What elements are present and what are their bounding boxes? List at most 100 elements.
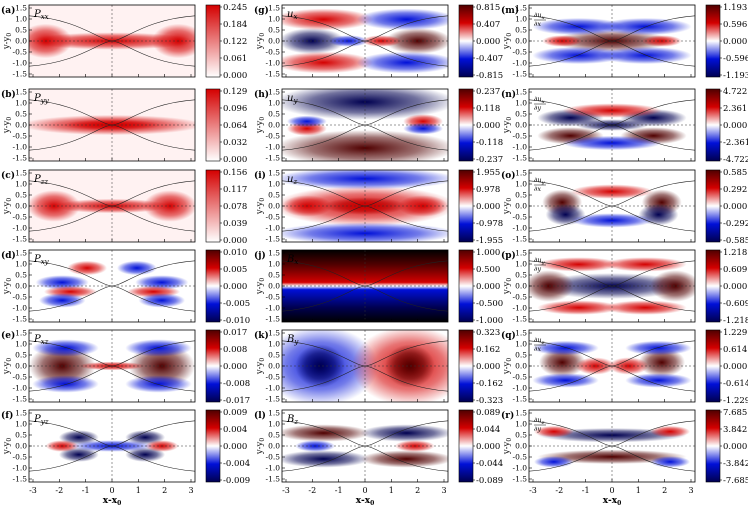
colorbar-tick-label: 3.842 (723, 425, 747, 435)
colorbar-tick-label: 0.000 (476, 202, 500, 212)
field-blob (603, 300, 687, 315)
y-tick-label: -0.5 (266, 213, 281, 222)
panel-letter: (l) (254, 410, 266, 421)
y-tick-label: 0.0 (268, 442, 280, 451)
colorbar-tick-label: 1.229 (723, 328, 747, 338)
y-tick-label: -0.5 (513, 213, 528, 222)
y-tick-label: -1.0 (266, 384, 281, 393)
field-blob (603, 257, 687, 272)
y-tick-label: 1.0 (515, 340, 527, 349)
y-axis-label: y-y0 (502, 117, 513, 134)
colorbar-tick-label: 0.323 (476, 328, 500, 338)
y-tick-label: 1.5 (15, 169, 27, 178)
colorbar-tick-label: 0.000 (723, 362, 747, 372)
colorbar-tick-label: 0.005 (223, 265, 247, 275)
x-tick-label: 2 (415, 486, 420, 495)
colorbar-tick-label: -0.978 (476, 219, 503, 229)
colorbar (705, 409, 721, 483)
y-tick-label: -1.0 (513, 224, 528, 233)
colorbar-tick-label: -0.005 (223, 299, 250, 309)
colorbar-tick-label: 0.008 (223, 345, 247, 355)
y-tick-label: -1.5 (513, 475, 528, 484)
colorbar-tick-label: 0.000 (223, 442, 247, 452)
colorbar (705, 329, 721, 403)
x-tick-label: 3 (188, 486, 193, 495)
panel-letter: (c) (1, 170, 15, 181)
field-blob (116, 260, 157, 276)
y-axis-label: y-y0 (502, 198, 513, 215)
colorbar-tick-label: 0.118 (476, 104, 500, 114)
field-blob (598, 17, 692, 36)
colorbar-tick-label: 0.500 (476, 265, 500, 275)
field-map (529, 330, 695, 402)
colorbar-tick-label: -0.009 (223, 476, 250, 486)
field-blob (282, 222, 448, 242)
field-blob (533, 456, 574, 468)
y-tick-label: -1.0 (513, 384, 528, 393)
panel-d: 1.5 1.0 0.5 0.0 -0.5 -1.0 -1.5 y-y0 (d) Pxy 0.010 0… (1, 248, 250, 326)
colorbar-tick-label: -0.008 (223, 379, 250, 389)
y-tick-label: -0.5 (513, 48, 528, 57)
field-blob (282, 28, 346, 54)
field-map (282, 410, 448, 482)
panel-i: 1.5 1.0 0.5 0.0 -0.5 -1.0 -1.5 y-y0 (i) uz 1.955 0.… (254, 168, 503, 246)
y-tick-label: 0.5 (515, 271, 527, 280)
colorbar (705, 4, 721, 78)
colorbar-tick-label: -0.500 (476, 299, 503, 309)
y-tick-label: -0.5 (513, 132, 528, 141)
colorbar-tick-label: 0.064 (223, 121, 247, 131)
colorbar-tick-label: 0.004 (223, 425, 247, 435)
panel-letter: (o) (501, 170, 516, 181)
y-tick-label: 0.5 (15, 110, 27, 119)
field-blob (537, 257, 621, 272)
field-blob (361, 35, 402, 47)
field-blob (532, 373, 599, 388)
panel-letter: (d) (1, 250, 16, 261)
colorbar (458, 409, 474, 483)
y-tick-label: 0.0 (515, 37, 527, 46)
y-tick-label: 0.0 (15, 202, 27, 211)
field-blob (537, 449, 687, 464)
y-tick-label: 1.5 (15, 88, 27, 97)
colorbar (205, 249, 221, 323)
x-tick-label: -3 (529, 486, 537, 495)
y-axis-label: y-y0 (2, 358, 13, 375)
panel-label: ∂uz (534, 416, 545, 426)
colorbar-tick-label: 0.184 (223, 20, 247, 30)
panel-label: Bx (286, 254, 298, 266)
x-tick-label: -2 (55, 486, 63, 495)
field-blob (575, 357, 616, 375)
colorbar-tick-label: 0.122 (223, 37, 247, 47)
field-blob (38, 293, 86, 308)
y-tick-label: -1.5 (13, 235, 28, 244)
y-tick-label: 1.0 (515, 99, 527, 108)
panel-label-denominator: ∂y (534, 104, 541, 112)
y-tick-label: -0.5 (13, 453, 28, 462)
y-tick-label: 1.5 (15, 249, 27, 258)
colorbar-tick-label: 0.129 (223, 87, 247, 97)
panel-label: Bz (286, 414, 298, 426)
y-tick-label: 0.5 (268, 26, 280, 35)
panel-label: Pyz (33, 414, 49, 426)
y-tick-label: -1.0 (266, 464, 281, 473)
colorbar-tick-label: 0.000 (476, 362, 500, 372)
y-tick-label: 1.5 (268, 4, 280, 13)
y-tick-label: -1.5 (266, 70, 281, 79)
y-tick-label: 1.0 (515, 420, 527, 429)
y-tick-label: 1.5 (515, 409, 527, 418)
panel-g: 1.5 1.0 0.5 0.0 -0.5 -1.0 -1.5 y-y0 (g) ux 0.815 0.… (254, 3, 503, 81)
colorbar-tick-label: 0.078 (223, 202, 247, 212)
panel-letter: (m) (501, 5, 519, 16)
colorbar-tick-label: -0.407 (476, 54, 503, 64)
panel-label: Pxy (33, 254, 50, 266)
y-tick-label: 0.0 (15, 362, 27, 371)
y-tick-label: 0.5 (15, 26, 27, 35)
panel-a: 1.5 1.0 0.5 0.0 -0.5 -1.0 -1.5 y-y0 (a) Pxx 0.245 0… (1, 3, 247, 81)
y-tick-label: 1.5 (515, 329, 527, 338)
panel-letter: (a) (1, 5, 15, 16)
colorbar-tick-label: 0.000 (223, 155, 247, 165)
panel-label: ∂uy (534, 176, 545, 186)
field-blob (533, 425, 574, 438)
colorbar (205, 409, 221, 483)
field-blob (356, 8, 448, 31)
